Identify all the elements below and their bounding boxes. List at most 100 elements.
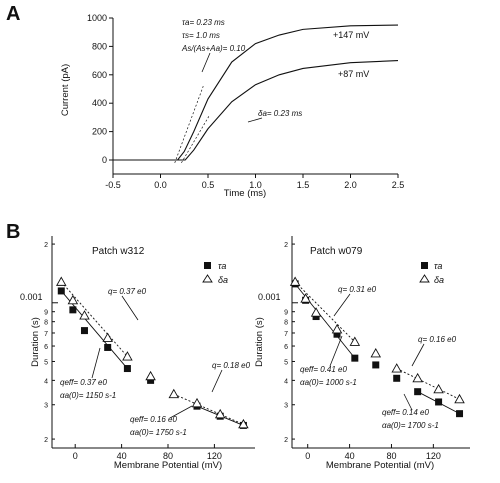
b-point-tau (333, 330, 341, 338)
b-fit-delta-low (60, 281, 128, 357)
panel-b-right-axes: 2 3 4 5 6 7 8 9 2 0 40 80 120 (284, 236, 470, 461)
b-xtick-label: 0 (73, 451, 78, 461)
b-point-delta (391, 363, 402, 373)
panel-a-trace (113, 24, 399, 161)
b-point-delta (168, 388, 180, 399)
b-ytick-label: 7 (284, 331, 288, 338)
annot-tau-a: τa= 0.23 ms (182, 18, 225, 27)
annot-left-alpha1: αa(0)= 1150 s-1 (60, 391, 116, 400)
annot-right-qeff1: qeff= 0.41 e0 (300, 365, 347, 374)
label-87mv: +87 mV (338, 69, 369, 79)
b-point-tau (456, 410, 464, 418)
annot-arrow-a1 (201, 52, 211, 73)
b-fit-delta-high (173, 393, 244, 425)
b-point-delta (191, 397, 203, 408)
legend-right-triangle (419, 274, 430, 283)
b-ytick-label: 4 (284, 378, 288, 385)
b-point-delta (289, 276, 301, 286)
b-point-delta (102, 332, 113, 342)
panel-a-ytick-label: 400 (92, 98, 107, 108)
annot-right-alpha2: αa(0)= 1700 s-1 (382, 421, 439, 430)
b-ytick-label: 8 (284, 320, 288, 327)
panel-a-xlabel: Time (ms) (224, 188, 266, 199)
b-xtick-label: 40 (117, 451, 127, 461)
annot-right-arrow4 (403, 393, 413, 411)
panel-b-right-fits (294, 281, 460, 415)
annot-ratio: As/(As+Aa)= 0.10 (181, 44, 246, 53)
b-ytick-label: 2 (284, 242, 288, 249)
b-xtick-label: 80 (163, 451, 173, 461)
annot-arrow-a2 (247, 117, 263, 123)
b-point-tau (69, 306, 77, 314)
b-xtick-label: 120 (426, 451, 441, 461)
panel-b-left-chart: 2 3 4 5 6 7 8 9 2 0 40 80 120 Patch w312 Membrane Po… (20, 236, 255, 471)
annot-left-q1: q= 0.37 e0 (108, 287, 147, 296)
b-point-delta (300, 293, 311, 303)
panel-letter-b: B (6, 221, 20, 243)
b-point-tau (57, 287, 65, 295)
annot-left-arrow2 (91, 347, 101, 379)
panel-a-xtick-label: 2.0 (344, 180, 357, 190)
b-point-delta (122, 351, 133, 361)
panel-letter-a: A (6, 3, 20, 25)
panel-b-left-ylabel: Duration (s) (30, 317, 41, 367)
annot-right-arrow2 (329, 335, 343, 367)
annot-left-qeff2: qeff= 0.16 e0 (130, 415, 177, 424)
b-ytick-label: 2 (284, 437, 288, 444)
panel-a-fit-147 (174, 86, 204, 163)
legend-right-square (421, 262, 428, 269)
panel-a-xtick-label: 0.5 (202, 180, 215, 190)
annot-right-q1: q= 0.31 e0 (338, 285, 377, 294)
panel-a-ytick-label: 1000 (87, 13, 107, 23)
panel-a-fit-87 (181, 114, 211, 164)
legend-left-tau: τa (218, 261, 226, 271)
panel-a-ylabel: Current (pA) (60, 64, 71, 116)
b-point-tau (414, 388, 422, 396)
panel-b-right-chart: 2 3 4 5 6 7 8 9 2 0 40 80 120 Patch w079 Membrane Po… (254, 236, 470, 471)
b-ytick-label: 6 (284, 344, 288, 351)
panel-b-right-series (289, 276, 465, 418)
annot-left-arrow4 (169, 405, 193, 419)
panel-b-left-title: Patch w312 (92, 246, 145, 257)
b-point-delta (454, 393, 465, 404)
b-point-delta (145, 370, 156, 381)
panel-a-xtick-label: 1.0 (249, 180, 262, 190)
b-ytick-label: 9 (284, 310, 288, 317)
panel-b-right-ylabel: Duration (s) (254, 317, 265, 367)
b-ytick-label: 2 (44, 437, 48, 444)
legend-right-tau: τa (434, 261, 442, 271)
panel-a-axes: 0 200 400 600 800 1000 -0.5 0.0 0.5 1.0 1.5 2.0 2.5 (87, 13, 404, 190)
b-point-delta (238, 418, 249, 429)
b-ytick-label: 6 (44, 344, 48, 351)
panel-a-ytick-label: 0 (102, 155, 107, 165)
b-xtick-label: 0 (305, 451, 310, 461)
b-ytick-label: 3 (284, 403, 288, 410)
b-ytick-label: 4 (44, 378, 48, 385)
b-point-delta (433, 383, 444, 394)
annot-right-arrow3 (411, 343, 425, 367)
b-point-delta (412, 372, 423, 383)
panel-b-right-xlabel: Membrane Potential (mV) (326, 460, 434, 471)
annot-right-alpha1: αa(0)= 1000 s-1 (300, 378, 357, 387)
b-xtick-label: 40 (345, 451, 355, 461)
b-ytick-label: 5 (284, 359, 288, 366)
annot-right-arrow1 (333, 293, 351, 317)
panel-a-trace (113, 60, 399, 161)
b-ytick-label: 3 (44, 403, 48, 410)
panel-b-left-ymajor: 0.001 (20, 292, 43, 302)
annot-tau-s: τs= 1.0 ms (182, 31, 220, 40)
panel-b-left-axes: 2 3 4 5 6 7 8 9 2 0 40 80 120 (44, 236, 255, 461)
b-ytick-label: 9 (44, 310, 48, 317)
b-point-tau (435, 398, 443, 406)
legend-right-delta: δa (434, 275, 444, 285)
b-xtick-label: 80 (386, 451, 396, 461)
panel-b-right-ymajor: 0.001 (258, 292, 281, 302)
panel-a-xtick-label: -0.5 (105, 180, 121, 190)
b-ytick-label: 2 (44, 242, 48, 249)
b-point-delta (310, 307, 322, 317)
b-ytick-label: 7 (44, 331, 48, 338)
b-ytick-label: 8 (44, 320, 48, 327)
annot-right-qeff2: qeff= 0.14 e0 (382, 408, 429, 417)
panel-b-left-xlabel: Membrane Potential (mV) (114, 460, 222, 471)
